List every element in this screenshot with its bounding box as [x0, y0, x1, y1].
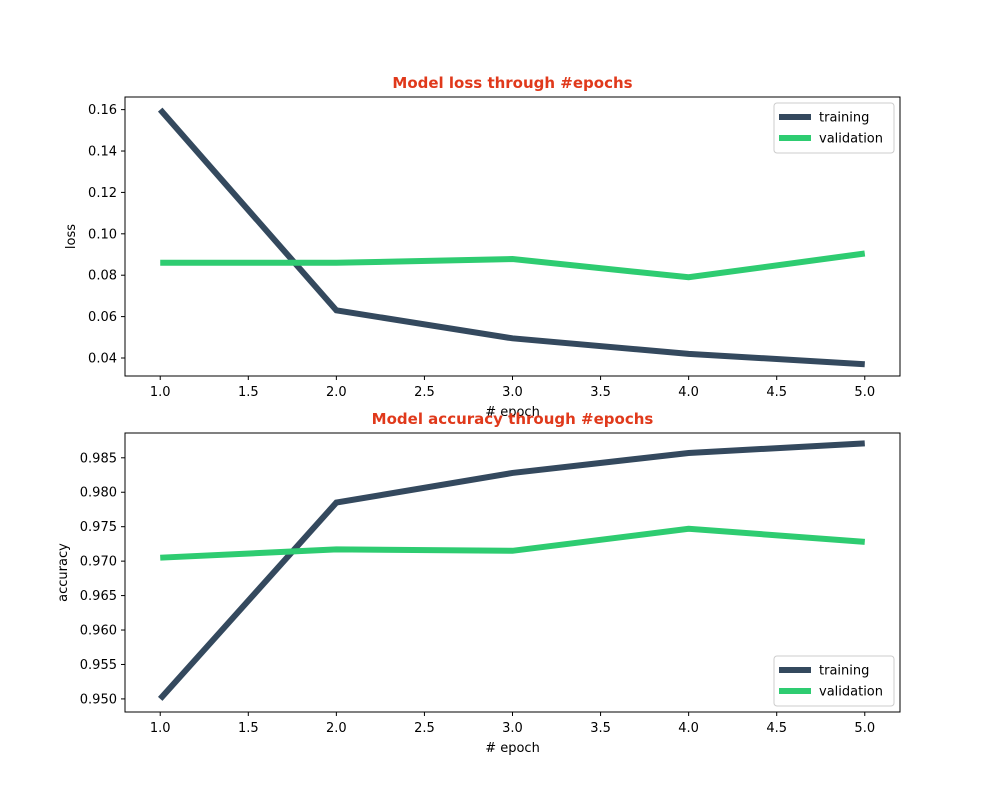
plot-frame [124, 432, 901, 713]
x-tick-label: 2.0 [326, 385, 347, 400]
y-tick-label: 0.980 [80, 486, 117, 501]
y-tick-label: 0.06 [88, 310, 117, 325]
y-tick-label: 0.975 [80, 520, 117, 535]
chart-title: Model accuracy through #epochs [372, 410, 654, 428]
y-tick-label: 0.965 [80, 589, 117, 604]
x-tick-label: 3.5 [590, 385, 611, 400]
x-tick-label: 1.5 [238, 721, 259, 736]
x-axis-label: # epoch [485, 405, 540, 420]
x-tick-label: 4.5 [766, 385, 787, 400]
legend-label-training: training [819, 111, 869, 126]
y-tick-label: 0.950 [80, 692, 117, 707]
y-tick-label: 0.12 [88, 186, 117, 201]
y-tick-label: 0.10 [88, 227, 117, 242]
legend-label-validation: validation [819, 132, 883, 147]
y-tick-label: 0.16 [88, 103, 117, 118]
y-tick-label: 0.960 [80, 624, 117, 639]
x-tick-label: 5.0 [854, 721, 875, 736]
x-tick-label: 2.5 [414, 385, 435, 400]
y-tick-label: 0.955 [80, 658, 117, 673]
x-tick-label: 4.5 [766, 721, 787, 736]
loss-chart: Model loss through #epochs 1.0 1.5 2.0 2.5 3.… [64, 74, 901, 420]
x-tick-label: 3.0 [502, 721, 523, 736]
x-axis-label: # epoch [485, 741, 540, 756]
y-tick-label: 0.14 [88, 145, 117, 160]
accuracy-chart: Model accuracy through #epochs 1.0 1.5 2.0 2… [56, 410, 901, 756]
x-tick-label: 2.5 [414, 721, 435, 736]
y-tick-label: 0.970 [80, 555, 117, 570]
y-axis-label: accuracy [56, 543, 71, 602]
x-tick-label: 3.5 [590, 721, 611, 736]
y-tick-label: 0.04 [88, 351, 117, 366]
y-tick-label: 0.985 [80, 451, 117, 466]
chart-title: Model loss through #epochs [392, 74, 632, 92]
legend-label-validation: validation [819, 685, 883, 700]
plot-frame [124, 96, 901, 377]
x-tick-label: 3.0 [502, 385, 523, 400]
x-tick-label: 1.0 [150, 721, 171, 736]
x-tick-label: 5.0 [854, 385, 875, 400]
y-axis-label: loss [64, 224, 79, 249]
x-tick-label: 4.0 [678, 385, 699, 400]
x-tick-label: 1.5 [238, 385, 259, 400]
x-tick-label: 2.0 [326, 721, 347, 736]
x-tick-label: 1.0 [150, 385, 171, 400]
y-tick-label: 0.08 [88, 269, 117, 284]
x-tick-label: 4.0 [678, 721, 699, 736]
legend-label-training: training [819, 664, 869, 679]
